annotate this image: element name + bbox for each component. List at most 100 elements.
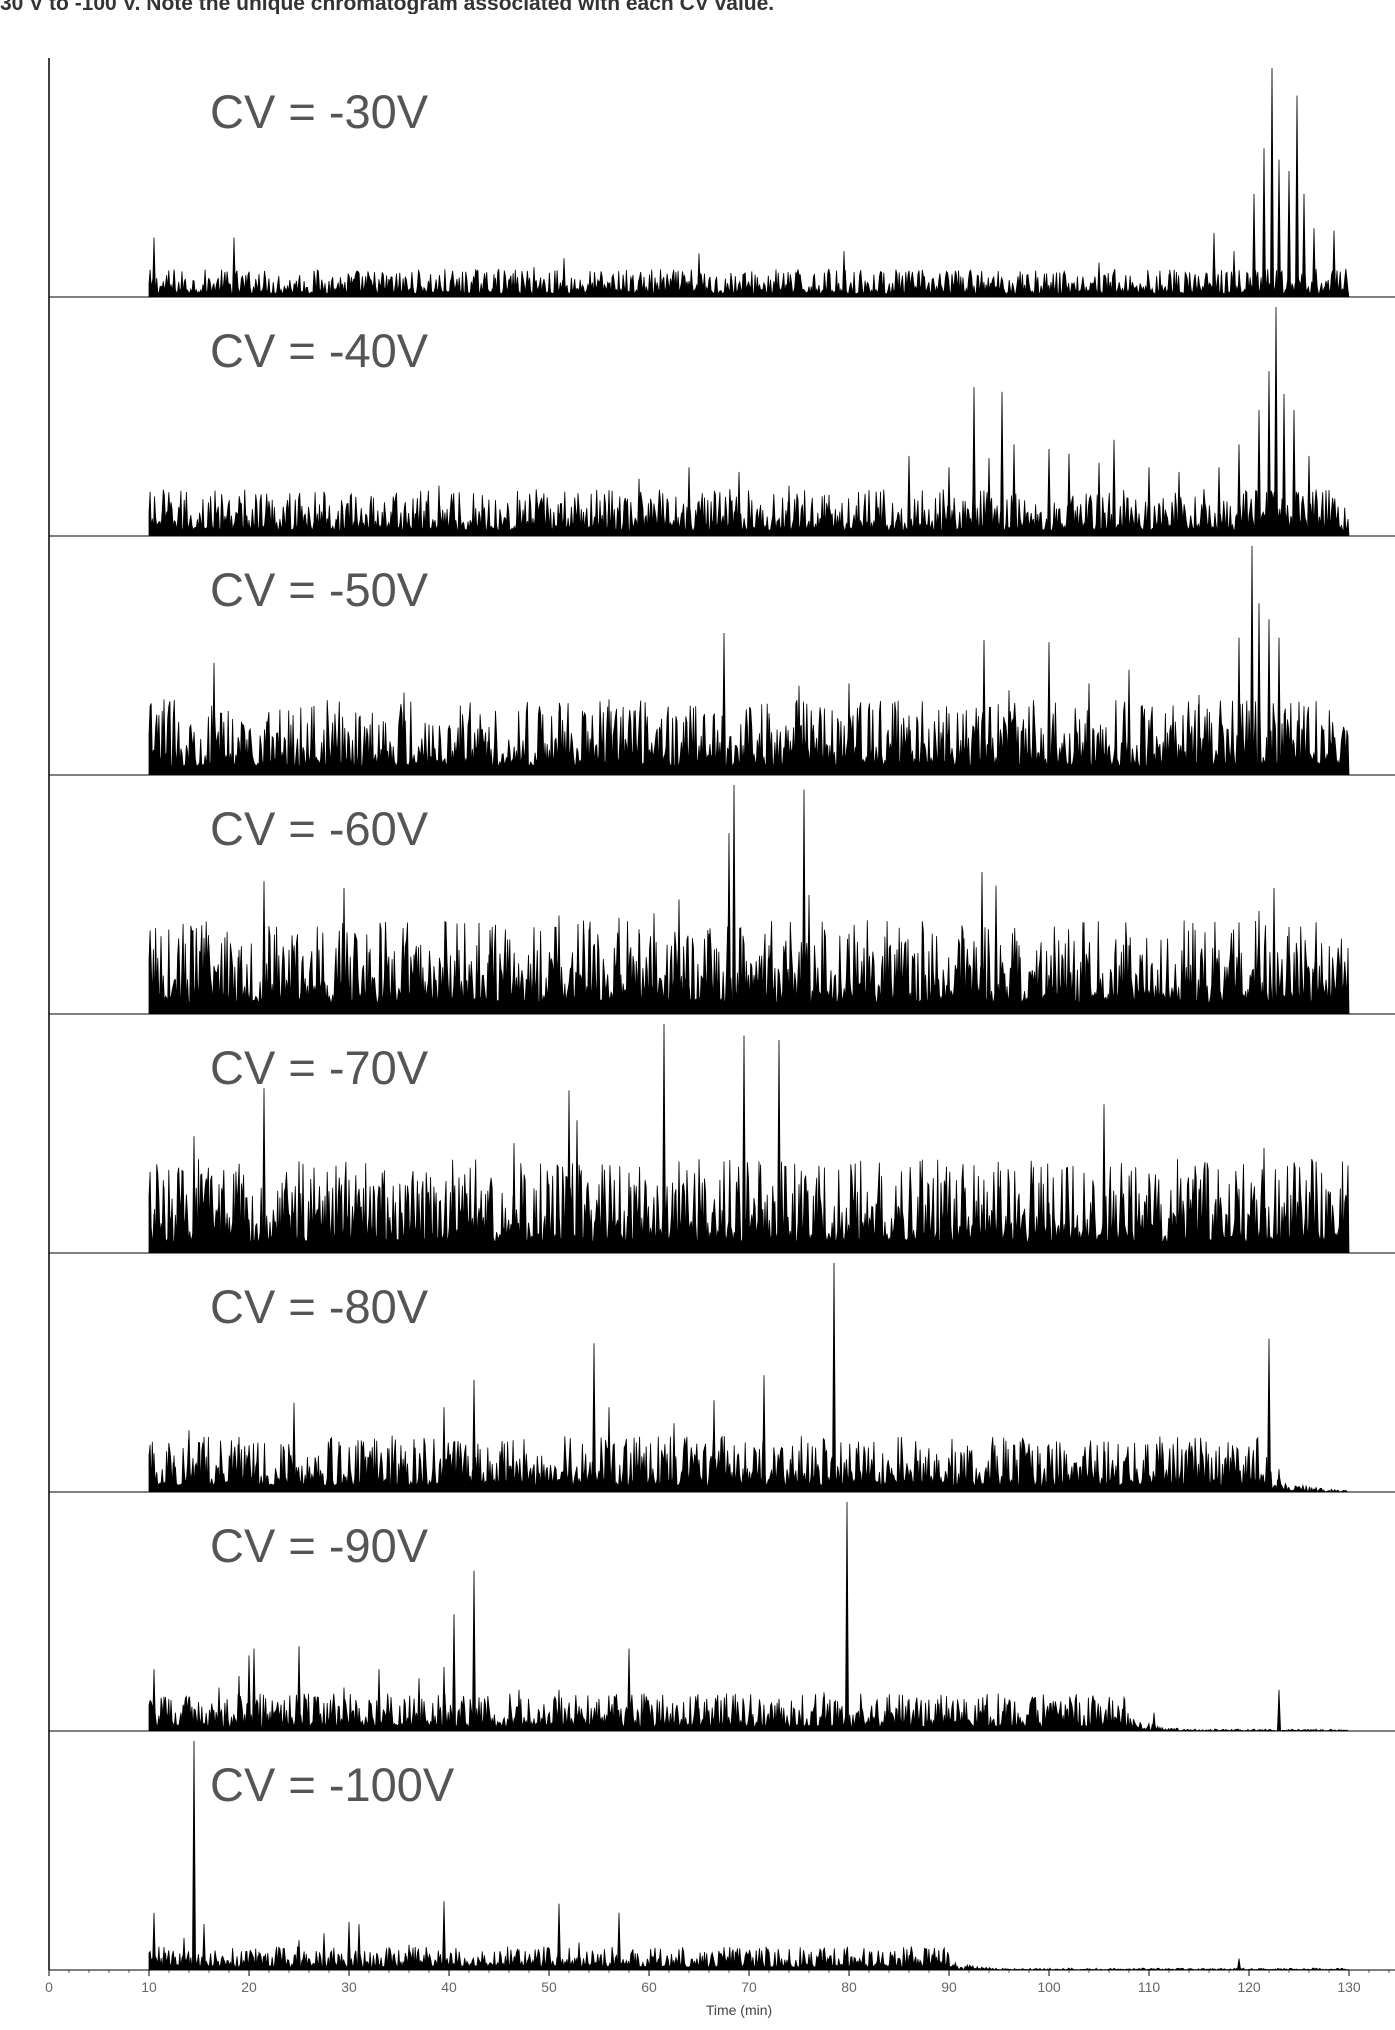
chromatogram-peak [1231,251,1237,298]
chromatogram-peak [326,280,332,298]
chromatogram-peak [341,887,347,1015]
chromatogram-peak [486,726,492,776]
chromatogram-peak [946,467,952,537]
chromatogram-peak [556,1689,562,1732]
chromatogram-peak [721,1161,727,1254]
chromatogram-peak [1101,1104,1107,1254]
chromatogram-peak [296,1161,302,1254]
chromatogram-panel: CV = -90V [49,1501,1395,1732]
chromatogram-peak [236,1675,242,1732]
chromatogram-peak [1046,642,1052,776]
chromatogram-peak [1256,910,1262,1015]
chromatogram-peak [216,1184,222,1254]
chromatogram-peak [211,662,217,776]
chromatogram-peak [231,237,237,298]
panels-group: CV = -30V CV = -40V CV = -50V CV = -60V CV =… [49,67,1395,1971]
chromatogram-peak [556,915,562,1015]
chromatogram-peak [841,251,847,298]
chromatogram-peak [651,913,657,1015]
chromatogram-peak [816,1177,822,1254]
chromatogram-peak [1306,455,1312,537]
chromatogram-panel: CV = -80V [49,1262,1395,1493]
x-tick-label: 10 [141,1979,157,1995]
chromatogram-peak [1211,232,1217,298]
chromatogram-peak [1311,228,1317,298]
chromatogram-peak [721,1947,727,1971]
chromatogram-peak [1216,949,1222,1015]
chromatogram-peak [291,1402,297,1493]
x-axis: 0 10 20 30 40 50 60 70 80 90 100 110 120 130 [45,1970,1390,1995]
chromatogram-peak [1236,444,1242,537]
chromatogram-peak [796,685,802,776]
x-tick-label: 30 [341,1979,357,1995]
chromatogram-peak [971,387,977,537]
chromatogram-peak [979,871,985,1015]
chromatogram-peak [636,478,642,537]
chromatogram-peak [776,1039,782,1254]
chromatogram-panel: CV = -60V [49,784,1395,1015]
chromatogram-peak [346,1179,352,1254]
x-tick-label: 100 [1037,1979,1061,1995]
chromatogram-peak [806,894,812,1015]
chromatogram-peak [416,1678,422,1732]
chromatogram-peak [1271,887,1277,1015]
chromatogram-peak [321,1933,327,1971]
chromatogram-peak [821,1692,827,1732]
chromatogram-peak [606,490,612,537]
chromatogram-peak [826,494,832,537]
chromatogram-peak [796,1450,802,1493]
chromatogram-peak [1273,306,1279,537]
chromatogram-peak [401,692,407,776]
chromatogram-peak [216,1687,222,1732]
panel-label: CV = -90V [210,1519,429,1572]
chromatogram-peak [1176,471,1182,537]
chromatogram-peak [1046,448,1052,537]
chromatogram-peak [561,258,567,298]
chromatogram-peak [491,274,497,298]
chromatogram-peak [1126,669,1132,776]
chromatogram-peak [186,1430,192,1493]
chromatogram-trace [148,268,1350,298]
x-axis-title: Time (min) [706,2002,772,2018]
chromatogram-peak [1011,444,1017,537]
chromatogram-peak [411,1439,417,1493]
chromatogram-peak [741,1035,747,1254]
chromatogram-trace [148,1435,1350,1493]
chromatogram-peak [1256,603,1262,776]
chromatogram-peak [296,1646,302,1732]
chromatogram-peak [1101,1441,1107,1493]
chromatogram-peak [1326,490,1332,537]
chromatogram-peak [1111,439,1117,537]
chromatogram-peak [986,458,992,537]
chromatogram-peak [256,274,262,298]
chromatogram-peak [171,269,177,298]
chromatogram-peak [1261,148,1267,298]
chromatogram-panel: CV = -50V [49,545,1395,776]
chromatogram-peak [1251,193,1257,298]
chromatogram-peak [906,715,912,776]
chromatogram-peak [171,1455,177,1493]
chromatogram-peak [866,490,872,537]
chromatogram-peak [1276,1689,1282,1732]
chromatogram-peak [711,1400,717,1493]
chromatogram-peak [1281,393,1287,537]
chromatogram-panel: CV = -30V [49,67,1395,298]
chromatogram-trace [148,1693,1350,1732]
chromatogram-peak [406,1944,412,1971]
chromatogram-peak [1016,945,1022,1015]
chromatogram-peak [341,1687,347,1732]
chromatogram-peak [1276,159,1282,298]
chromatogram-peak [626,1648,632,1732]
chromatogram-peak [201,1924,207,1971]
chromatogram-peak [696,253,702,298]
chromatogram-peak [1269,67,1275,298]
panel-label: CV = -50V [210,563,429,616]
x-tick-label: 50 [541,1979,557,1995]
chromatogram-peak [521,1439,527,1493]
chromatogram-peak [1196,694,1202,776]
chromatogram-peak [1086,683,1092,776]
chromatogram-peak [981,639,987,776]
chromatogram-peak [426,724,432,776]
chromatogram-peak [161,1947,167,1971]
chromatogram-peak [441,1901,447,1971]
